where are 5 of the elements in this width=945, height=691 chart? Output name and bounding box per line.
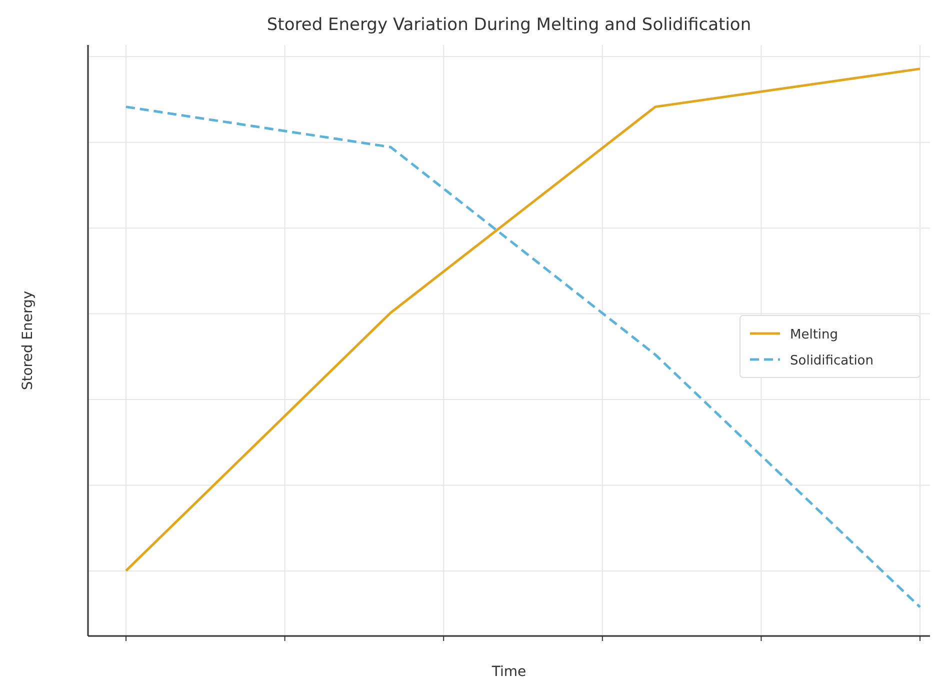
y-axis-title: Stored Energy	[20, 290, 36, 390]
legend-label: Solidification	[790, 354, 874, 368]
chart-title: Stored Energy Variation During Melting and Solidification	[266, 15, 752, 35]
legend-label: Melting	[790, 328, 838, 342]
x-axis-title: Time	[490, 664, 526, 680]
